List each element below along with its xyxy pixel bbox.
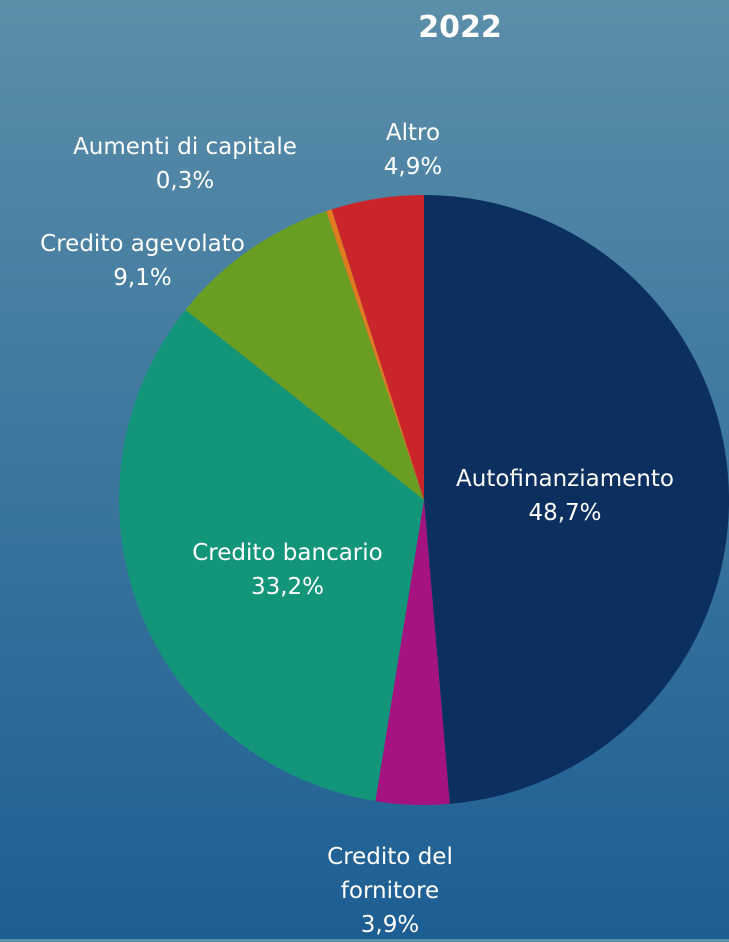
category-label: Aumenti di capitale — [73, 134, 297, 160]
pie-slice — [424, 195, 729, 804]
value-label: 33,2% — [250, 574, 325, 600]
slice-label: Credito del fornitore 3,9% — [305, 840, 475, 942]
category-label: Autofinanziamento — [456, 466, 674, 492]
pie-slice — [119, 309, 424, 802]
pie-slice — [185, 211, 424, 500]
value-label: 0,3% — [155, 168, 215, 194]
value-label: 4,9% — [383, 154, 443, 180]
pie-slice — [326, 209, 424, 501]
value-label: 3,9% — [360, 912, 420, 938]
pie-slice — [331, 195, 424, 500]
chart-title: 2022 — [418, 10, 502, 45]
value-label: 48,7% — [528, 500, 602, 526]
category-label: Credito agevolato — [40, 231, 245, 257]
value-label: 9,1% — [113, 265, 172, 291]
slice-label: Altro 4,9% — [343, 116, 483, 184]
slice-label: Aumenti di capitale 0,3% — [40, 130, 330, 198]
category-label: Credito del fornitore — [327, 844, 453, 904]
category-label: Altro — [385, 120, 441, 146]
category-label: Credito bancario — [192, 540, 383, 566]
pie-slice — [375, 500, 450, 805]
slice-label: Credito agevolato 9,1% — [0, 227, 285, 295]
slice-label: Credito bancario 33,2% — [150, 536, 425, 604]
slice-label: Autofinanziamento 48,7% — [430, 462, 700, 530]
